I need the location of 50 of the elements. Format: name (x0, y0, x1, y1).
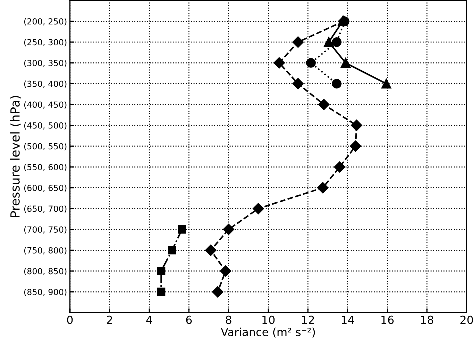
y-tick-label: (200, 250) (24, 18, 67, 26)
point (168, 246, 176, 255)
y-tick-label: (350, 400) (24, 80, 67, 88)
y-tick-label: (400, 450) (24, 102, 67, 110)
point (317, 182, 329, 194)
x-tick-label: 6 (186, 316, 192, 324)
x-tick-label: 14 (342, 316, 354, 324)
x-tick-label: 18 (421, 316, 434, 324)
y-tick-label: (600, 650) (24, 184, 67, 192)
y-tick-label: (700, 750) (24, 226, 67, 234)
point (318, 99, 330, 110)
x-tick-label: 0 (67, 316, 73, 324)
point (306, 58, 316, 68)
x-tick-label: 2 (107, 316, 112, 324)
point (212, 286, 224, 298)
point (334, 162, 346, 173)
point (178, 225, 186, 234)
x-axis-title: Variance (m² s⁻²) (221, 328, 316, 338)
point (252, 203, 264, 214)
point (351, 120, 362, 132)
point (223, 224, 234, 236)
point (157, 288, 166, 296)
point (220, 266, 232, 277)
y-tick-label: (800, 850) (24, 268, 67, 276)
y-axis-title: Pressure level (hPa) (10, 96, 22, 218)
point (292, 36, 304, 48)
y-tick-label: (450, 500) (24, 122, 67, 130)
point (292, 78, 304, 90)
y-tick-label: (650, 700) (24, 206, 67, 214)
x-tick-label: 20 (460, 316, 474, 324)
y-tick-label: (750, 800) (24, 247, 67, 255)
y-tick-label: (550, 600) (24, 164, 67, 172)
x-tick-label: 8 (226, 316, 232, 324)
x-tick-label: 10 (262, 316, 275, 324)
point (157, 267, 166, 276)
point (350, 140, 362, 152)
point (341, 58, 351, 68)
point (324, 37, 334, 48)
point (274, 58, 286, 69)
point (332, 79, 342, 89)
point (205, 244, 217, 256)
y-tick-label: (850, 900) (24, 288, 67, 296)
x-tick-label: 16 (382, 316, 394, 324)
x-tick-label: 12 (302, 316, 314, 324)
x-tick-label: 4 (146, 316, 152, 324)
point (382, 79, 392, 89)
y-tick-label: (300, 350) (24, 60, 67, 68)
point (332, 37, 342, 48)
y-tick-label: (500, 550) (24, 143, 67, 151)
y-tick-label: (250, 300) (24, 39, 67, 47)
